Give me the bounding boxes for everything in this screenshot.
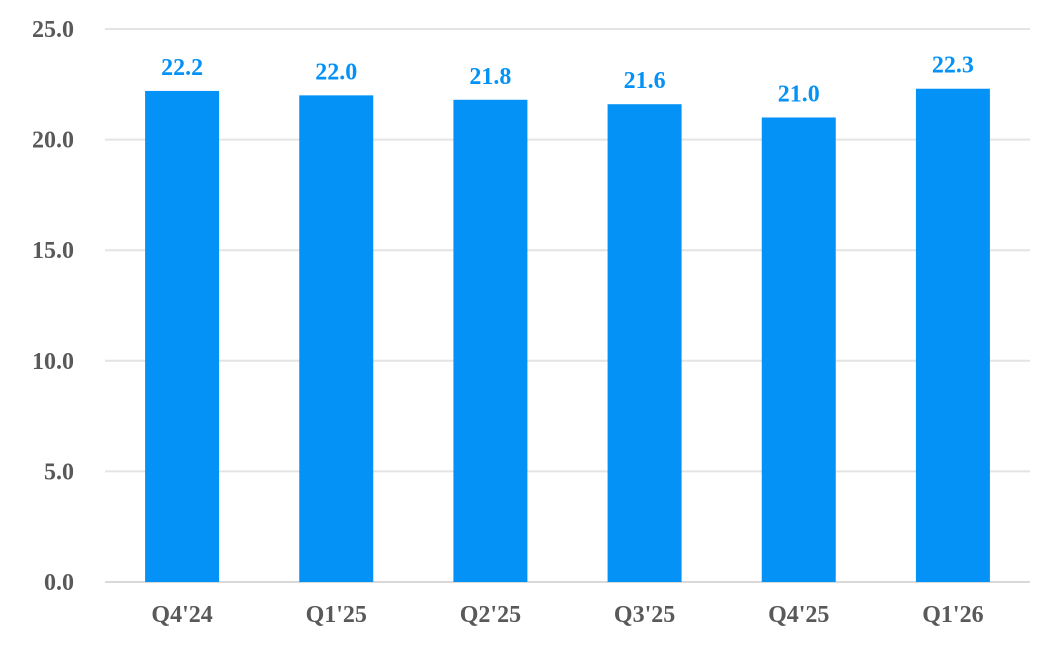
y-tick-label: 20.0 [32, 128, 74, 154]
bars [145, 88, 990, 583]
bar-data-label: 22.3 [932, 53, 974, 79]
bar [915, 88, 990, 582]
y-tick-label: 5.0 [44, 459, 74, 485]
x-tick-label: Q3'25 [614, 602, 675, 628]
bar [607, 104, 682, 582]
bar-data-label: 22.0 [315, 59, 357, 85]
y-tick-label: 25.0 [32, 17, 74, 43]
gridlines [105, 28, 1030, 583]
bar-data-label: 21.8 [469, 64, 511, 90]
x-tick-label: Q4'25 [768, 602, 829, 628]
bar-data-label: 21.6 [624, 68, 666, 94]
x-tick-label: Q4'24 [151, 602, 212, 628]
x-tick-label: Q1'26 [922, 602, 983, 628]
x-tick-label: Q2'25 [460, 602, 521, 628]
data-labels: 22.2 22.0 21.8 21.6 21.0 22.3 [161, 53, 974, 108]
x-axis-ticks: Q4'24 Q1'25 Q2'25 Q3'25 Q4'25 Q1'26 [151, 602, 983, 628]
y-tick-label: 10.0 [32, 349, 74, 375]
bar [299, 95, 374, 583]
bar [453, 99, 528, 582]
x-tick-label: Q1'25 [306, 602, 367, 628]
bar [145, 90, 220, 582]
bar [761, 117, 836, 582]
y-tick-label: 15.0 [32, 238, 74, 264]
bar-data-label: 22.2 [161, 55, 203, 81]
bar-data-label: 21.0 [778, 81, 820, 107]
y-axis-ticks: 0.0 5.0 10.0 15.0 20.0 25.0 [32, 17, 74, 596]
y-tick-label: 0.0 [44, 570, 74, 596]
